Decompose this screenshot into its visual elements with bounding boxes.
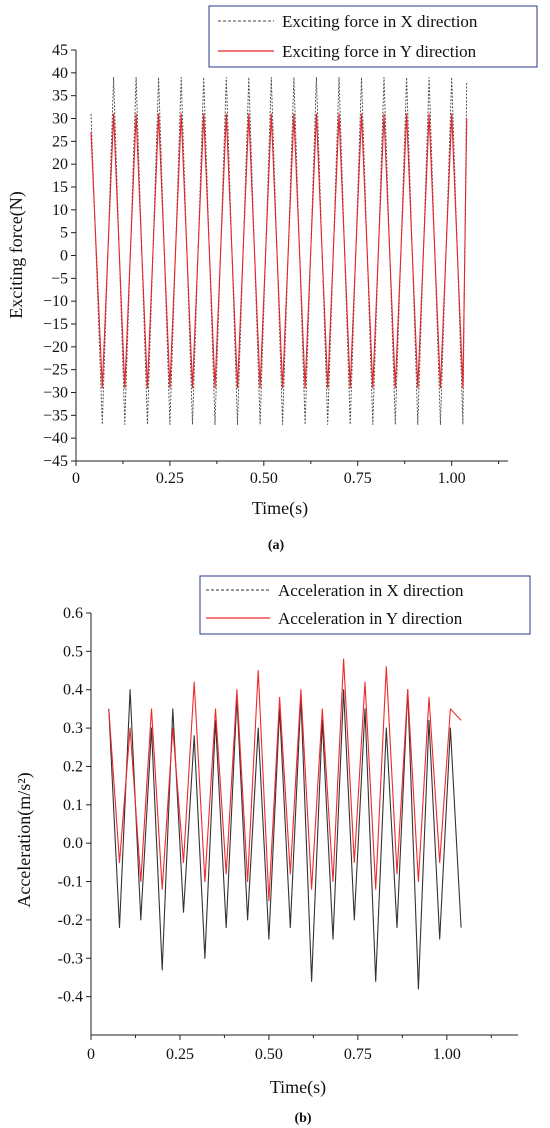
chart-a-y-tick-label: 40 (52, 65, 68, 82)
chart-a-x-tick-label: 0.25 (156, 470, 184, 487)
chart-b-x-tick-label: 0.75 (344, 1046, 372, 1063)
chart-a-y-tick-label: 10 (52, 202, 68, 219)
chart-a-x-tick-label: 0.75 (344, 470, 372, 487)
chart-b-y-tick-label: 0.5 (63, 643, 83, 660)
chart-b-x-tick-label: 0.50 (255, 1046, 283, 1063)
chart-b-series-x-line (108, 689, 462, 990)
chart-a-y-tick-label: 15 (52, 179, 68, 196)
chart-b-y-tick-label: 0.1 (63, 797, 83, 814)
chart-a-legend-label-y: Exciting force in Y direction (282, 42, 477, 61)
chart-b-y-tick-label: 0.2 (63, 758, 83, 775)
chart-b-y-tick-label: 0.6 (63, 605, 83, 622)
chart-b-series-y-line (108, 658, 462, 902)
chart-a-x-tick-label: 1.00 (438, 470, 466, 487)
chart-b-series-layer (108, 658, 462, 990)
chart-a-y-tick-label: 20 (52, 156, 68, 173)
chart-b-legend: Acceleration in X direction Acceleration… (199, 575, 531, 635)
chart-a-y-tick-label: 5 (60, 225, 68, 242)
chart-a-x-tick-label: 0.50 (250, 470, 278, 487)
chart-b-y-tick-label: -0.2 (58, 912, 83, 929)
chart-b-y-tick-label: -0.4 (58, 989, 83, 1006)
chart-b-y-tick-label: 0.4 (63, 682, 83, 699)
chart-b-axes-layer: -0.4 -0.3 -0.2 -0.1 0.0 0.1 0.2 0.3 0.4 0.5 0.6 0 0.… (58, 605, 518, 1063)
chart-a-series-y-line (90, 113, 468, 389)
chart-a-x-axis-title: Time(s) (252, 498, 308, 519)
chart-a-legend-label-x: Exciting force in X direction (282, 12, 478, 31)
chart-b-y-tick-label: 0.3 (63, 720, 83, 737)
chart-a-y-tick-label: −45 (43, 453, 68, 470)
chart-a-y-tick-label: −25 (43, 362, 68, 379)
chart-a-series-x-line (90, 76, 468, 425)
chart-b-legend-label-y: Acceleration in Y direction (278, 609, 463, 628)
chart-b-acceleration: -0.4 -0.3 -0.2 -0.1 0.0 0.1 0.2 0.3 0.4 0.5 0.6 0 0.… (14, 575, 531, 1126)
chart-b-panel-label: (b) (294, 1111, 311, 1126)
chart-a-y-tick-label: −5 (51, 270, 68, 287)
chart-a-y-tick-label: 45 (52, 42, 68, 59)
chart-b-legend-label-x: Acceleration in X direction (278, 581, 464, 600)
chart-a-legend-box (208, 5, 538, 68)
chart-a-y-axis-title: Exciting force(N) (6, 191, 27, 318)
chart-a-y-tick-label: 35 (52, 88, 68, 105)
chart-a-exciting-force: −45 −40 −35 −30 −25 −20 −15 −10 −5 0 5 10 15 20 25 30 35… (6, 5, 538, 553)
chart-b-x-tick-label: 1.00 (433, 1046, 461, 1063)
chart-b-y-tick-label: -0.1 (58, 874, 83, 891)
chart-b-y-axis-title: Acceleration(m/s²) (14, 772, 35, 907)
chart-a-x-tick-label: 0 (72, 470, 80, 487)
chart-a-y-tick-label: −40 (43, 430, 68, 447)
chart-a-y-tick-label: 30 (52, 111, 68, 128)
chart-b-legend-box (199, 575, 531, 635)
chart-a-y-tick-label: 25 (52, 133, 68, 150)
chart-b-y-tick-label: -0.3 (58, 950, 83, 967)
chart-a-y-tick-label: −10 (43, 293, 68, 310)
chart-a-y-tick-label: −30 (43, 385, 68, 402)
chart-a-series-layer (90, 76, 468, 425)
chart-a-y-tick-label: 0 (60, 248, 68, 265)
chart-b-y-tick-label: 0.0 (63, 835, 83, 852)
chart-b-x-tick-label: 0 (87, 1046, 95, 1063)
chart-a-y-tick-label: −15 (43, 316, 68, 333)
chart-a-y-tick-label: −35 (43, 407, 68, 424)
chart-a-axes-layer: −45 −40 −35 −30 −25 −20 −15 −10 −5 0 5 10 15 20 25 30 35… (43, 42, 508, 487)
chart-b-x-axis-title: Time(s) (270, 1077, 326, 1098)
chart-b-x-tick-label: 0.25 (166, 1046, 194, 1063)
chart-a-panel-label: (a) (268, 538, 285, 553)
chart-a-legend: Exciting force in X direction Exciting f… (208, 5, 538, 68)
chart-a-y-tick-label: −20 (43, 339, 68, 356)
